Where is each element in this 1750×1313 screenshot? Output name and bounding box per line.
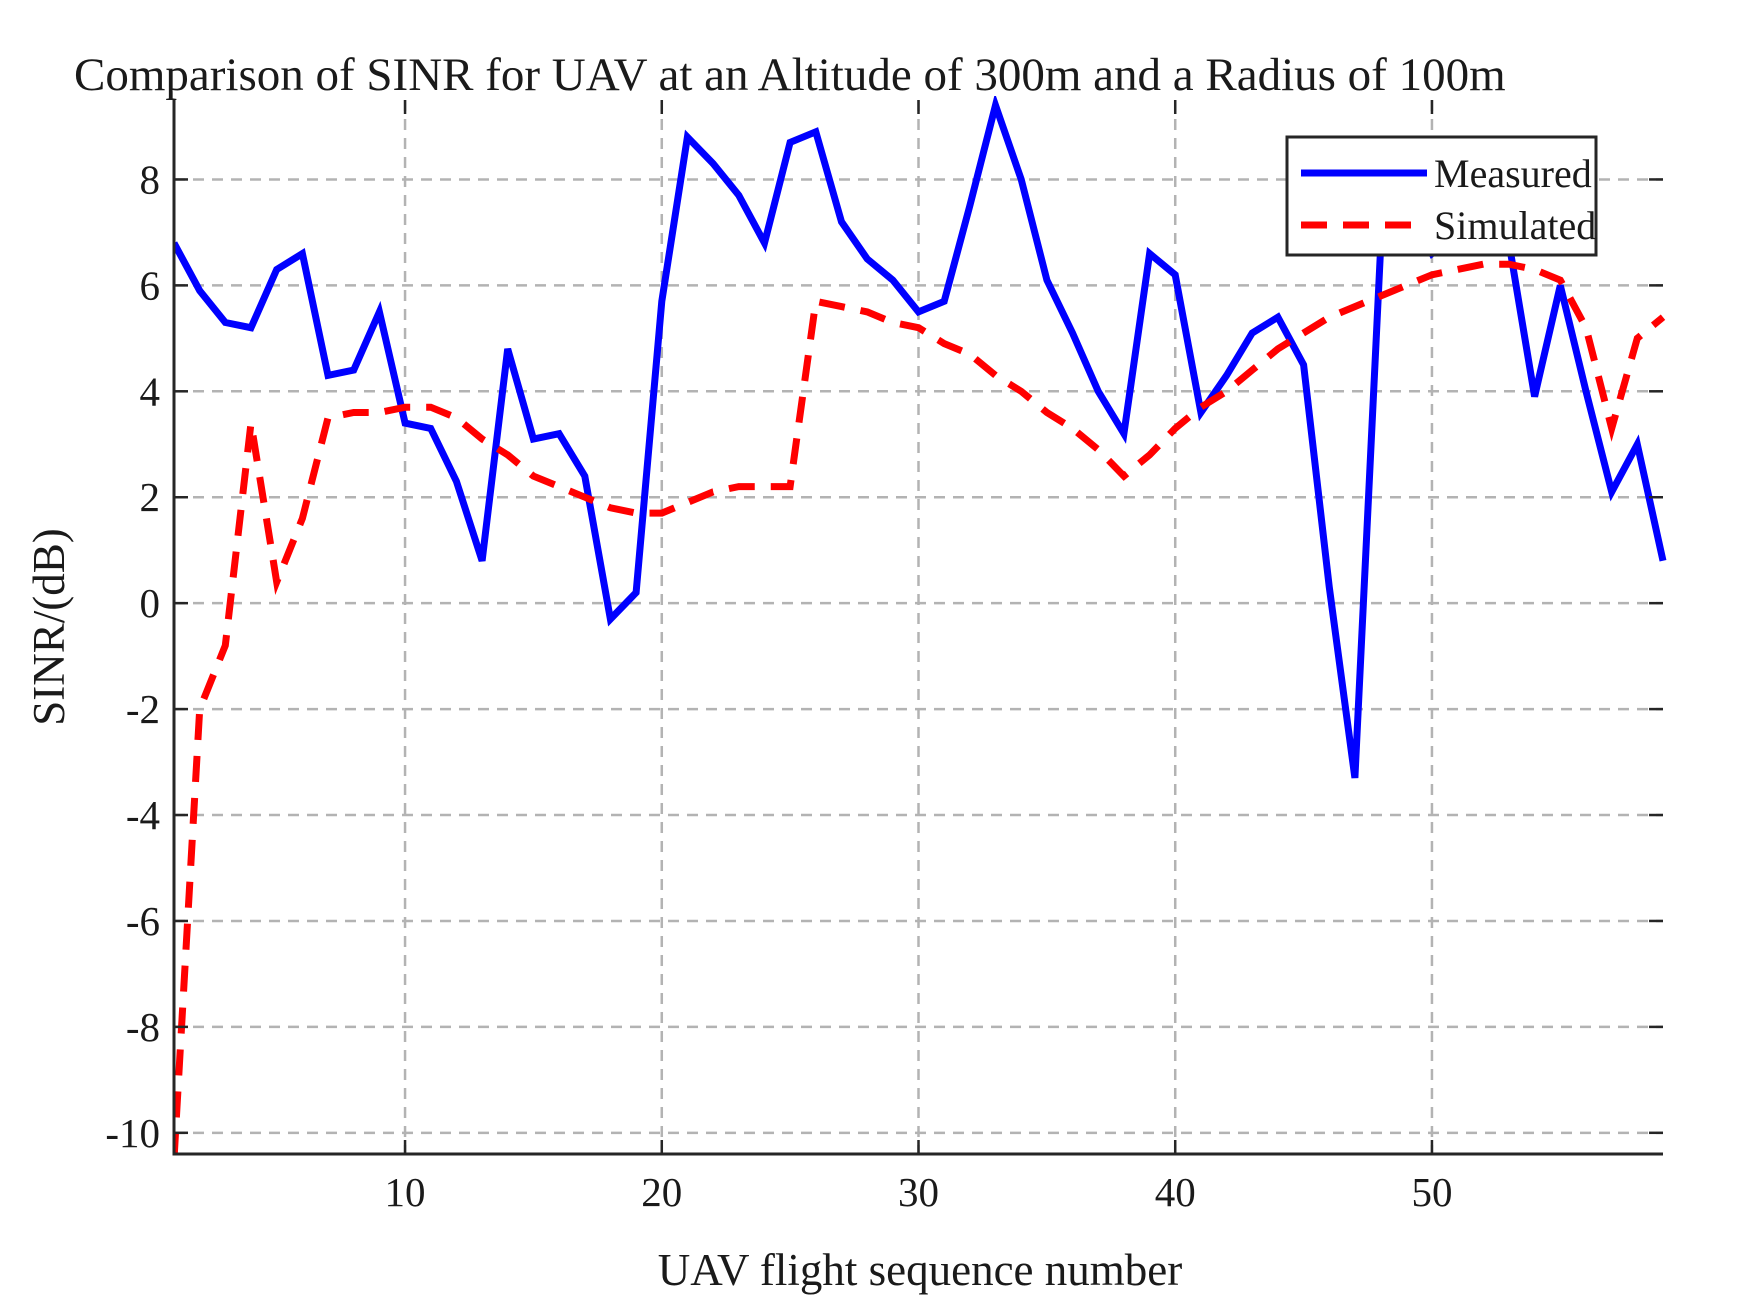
y-tick-label: -10	[105, 1110, 160, 1156]
y-tick-label: 8	[140, 156, 161, 202]
y-tick-label: -2	[126, 686, 160, 732]
legend-box	[1285, 135, 1598, 257]
y-tick-label: 6	[140, 262, 161, 308]
y-axis-label: SINR/(dB)	[24, 528, 74, 726]
x-tick-label: 30	[898, 1169, 939, 1215]
y-tick-label: 2	[140, 474, 161, 520]
y-tick-label: 0	[140, 580, 161, 626]
y-tick-labels: -10 -8 -6 -4 -2 0 2 4 6 8	[105, 156, 160, 1155]
grid-lines	[174, 100, 1663, 1154]
legend-label-simulated: Simulated	[1434, 203, 1596, 248]
series-line-simulated	[174, 260, 1666, 1154]
y-tick-label: -6	[126, 898, 160, 944]
legend: Measured Simulated	[1285, 135, 1598, 257]
axes	[172, 100, 1663, 1156]
y-tick-label: 4	[140, 368, 161, 414]
y-tick-label: -8	[126, 1004, 160, 1050]
x-tick-label: 20	[641, 1169, 682, 1215]
legend-label-measured: Measured	[1434, 151, 1592, 196]
x-tick-label: 50	[1411, 1169, 1452, 1215]
x-tick-label: 40	[1155, 1169, 1196, 1215]
x-tick-labels: 10 20 30 40 50	[385, 1169, 1453, 1215]
x-tick-label: 10	[385, 1169, 426, 1215]
y-tick-label: -4	[126, 792, 160, 838]
chart-title: Comparison of SINR for UAV at an Altitud…	[74, 49, 1506, 101]
x-axis-label: UAV flight sequence number	[658, 1245, 1183, 1295]
